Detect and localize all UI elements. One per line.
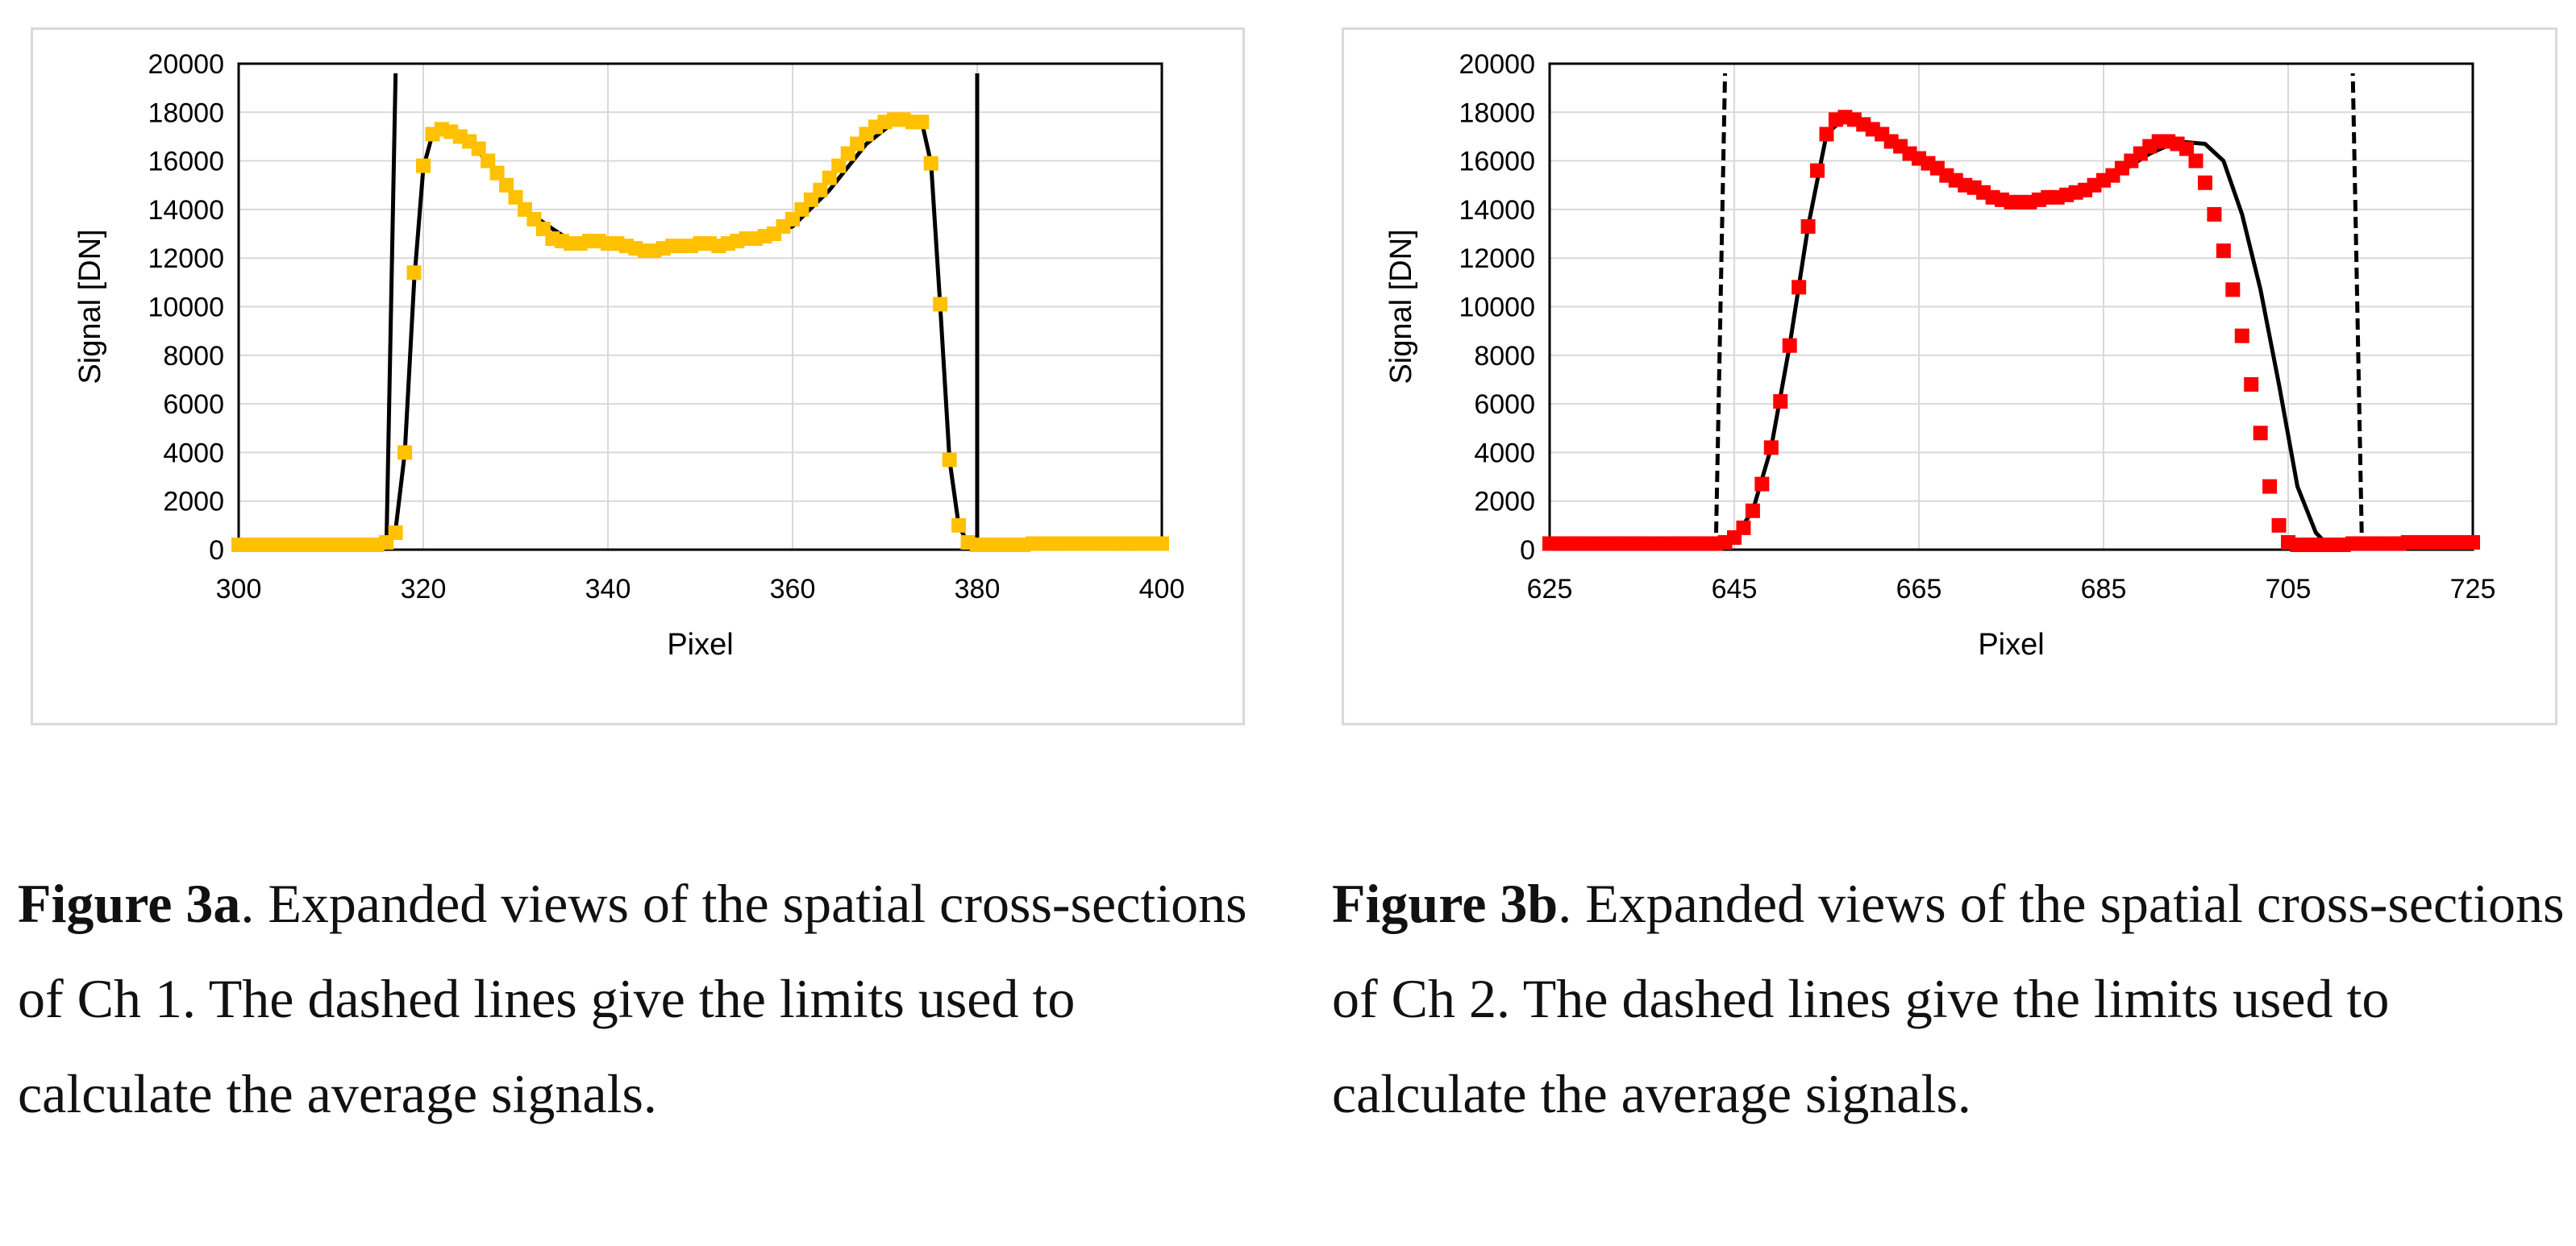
- ch2-data-point: [1792, 280, 1807, 295]
- figure-3a-caption: Figure 3a. Expanded views of the spatial…: [18, 856, 1259, 1141]
- ch1-ytick-label: 12000: [148, 243, 224, 274]
- ch1-data-point: [499, 177, 514, 193]
- ch1-data-point: [471, 141, 486, 156]
- ch2-xtick-label: 625: [1527, 574, 1573, 604]
- ch1-data-point: [933, 297, 948, 312]
- ch2-y-axis-title: Signal [DN]: [1384, 229, 1418, 384]
- ch2-ytick-label: 6000: [1474, 389, 1535, 420]
- ch1-data-point: [1155, 536, 1169, 551]
- ch2-fit-line: [1715, 114, 2353, 547]
- ch2-data-point: [1810, 163, 1825, 178]
- ch1-data-point: [923, 156, 938, 171]
- ch2-data-point: [2179, 141, 2195, 156]
- ch1-ytick-label: 20000: [148, 49, 224, 80]
- ch1-ytick-label: 14000: [148, 195, 224, 226]
- ch2-ytick-label: 20000: [1459, 49, 1535, 80]
- ch2-ytick-label: 8000: [1474, 341, 1535, 372]
- ch1-ytick-label: 18000: [148, 98, 224, 128]
- ch2-ytick-label: 0: [1520, 535, 1535, 566]
- ch1-data-point: [951, 517, 967, 533]
- ch2-data-point: [2271, 517, 2287, 533]
- ch2-data-point: [1773, 394, 1788, 409]
- ch2-limit-line: [2350, 73, 2365, 550]
- ch2-limit-line: [1713, 73, 1728, 550]
- ch1-data-point: [416, 158, 431, 173]
- ch1-plot-border: [237, 62, 1163, 551]
- chart-ch2-frame: 0 2000 4000 6000 8000 10000 12000 14000 16000 180…: [1342, 27, 2557, 725]
- ch1-data-point: [508, 189, 523, 205]
- figure-3b-label: Figure 3b: [1332, 873, 1559, 934]
- ch1-data-point: [822, 170, 837, 185]
- chart-ch1-frame: 0 2000 4000 6000 8000 10000 12000 14000 16000 180…: [31, 27, 1245, 725]
- ch1-data-point: [397, 445, 413, 460]
- ch2-xtick-label: 725: [2450, 574, 2496, 604]
- ch2-data-point: [1782, 338, 1797, 353]
- ch2-data-point: [1754, 476, 1770, 492]
- ch2-data-point: [2234, 328, 2249, 343]
- ch1-data-point: [942, 452, 957, 467]
- ch2-ytick-label: 4000: [1474, 438, 1535, 468]
- ch2-data-point: [2244, 376, 2259, 392]
- ch2-data-point: [2207, 206, 2222, 222]
- ch1-xtick-label: 340: [585, 574, 631, 604]
- ch2-data-point: [1736, 520, 1751, 535]
- ch1-xtick-label: 360: [770, 574, 816, 604]
- ch1-xtick-label: 300: [216, 574, 262, 604]
- ch2-data-point: [2253, 426, 2268, 441]
- ch1-xtick-label: 380: [955, 574, 1001, 604]
- ch2-ytick-label: 12000: [1459, 243, 1535, 274]
- ch2-data-point: [2197, 175, 2212, 190]
- ch2-data-point: [2225, 282, 2241, 297]
- ch2-data-point: [2216, 243, 2231, 259]
- ch1-ytick-label: 0: [209, 535, 224, 566]
- ch1-ytick-label: 6000: [163, 389, 224, 420]
- ch1-fit-line: [384, 117, 979, 552]
- ch1-xtick-label: 400: [1139, 574, 1185, 604]
- ch1-ytick-label: 16000: [148, 147, 224, 177]
- ch2-data-point: [1745, 503, 1760, 518]
- ch2-ytick-label: 18000: [1459, 98, 1535, 128]
- ch2-x-axis-title: Pixel: [1978, 628, 2044, 662]
- ch1-data-point: [489, 165, 505, 181]
- ch2-data-point: [1800, 219, 1816, 235]
- ch1-ytick-label: 2000: [163, 487, 224, 517]
- ch1-limit-line: [384, 73, 398, 550]
- ch2-xtick-label: 705: [2266, 574, 2312, 604]
- figure-3a-text: . Expanded views of the spatial cross-se…: [18, 873, 1247, 1124]
- ch2-data-point: [2466, 534, 2480, 550]
- ch1-ytick-label: 10000: [148, 293, 224, 323]
- ch1-ytick-label: 4000: [163, 438, 224, 468]
- ch1-xtick-label: 320: [401, 574, 447, 604]
- ch2-xtick-label: 665: [1896, 574, 1942, 604]
- ch1-x-axis-title: Pixel: [667, 628, 733, 662]
- ch2-ytick-label: 16000: [1459, 147, 1535, 177]
- ch2-data-point: [2188, 153, 2204, 168]
- ch2-ytick-label: 10000: [1459, 293, 1535, 323]
- ch2-data-point: [1763, 440, 1779, 455]
- chart-ch2: 0 2000 4000 6000 8000 10000 12000 14000 16000 180…: [1384, 49, 2496, 662]
- ch1-ytick-label: 8000: [163, 341, 224, 372]
- ch1-data-point: [831, 158, 847, 173]
- chart-ch1: 0 2000 4000 6000 8000 10000 12000 14000 16000 180…: [73, 49, 1185, 662]
- ch1-data-point: [388, 525, 403, 540]
- ch2-xtick-label: 645: [1712, 574, 1758, 604]
- ch2-data-point: [1819, 127, 1834, 142]
- ch1-data-point: [406, 265, 422, 280]
- figure-3b-caption: Figure 3b. Expanded views of the spatial…: [1332, 856, 2574, 1141]
- ch1-y-axis-title: Signal [DN]: [73, 229, 107, 384]
- ch1-data-point: [481, 153, 496, 168]
- ch2-ytick-label: 2000: [1474, 487, 1535, 517]
- figure-3b-text: . Expanded views of the spatial cross-se…: [1332, 873, 2565, 1124]
- ch1-data-point: [813, 182, 828, 197]
- ch2-plot-border: [1548, 62, 2474, 551]
- ch2-ytick-label: 14000: [1459, 195, 1535, 226]
- ch1-data-point: [914, 114, 930, 130]
- ch2-xtick-label: 685: [2081, 574, 2127, 604]
- figure-3a-label: Figure 3a: [18, 873, 241, 934]
- ch2-data-point: [2262, 479, 2278, 494]
